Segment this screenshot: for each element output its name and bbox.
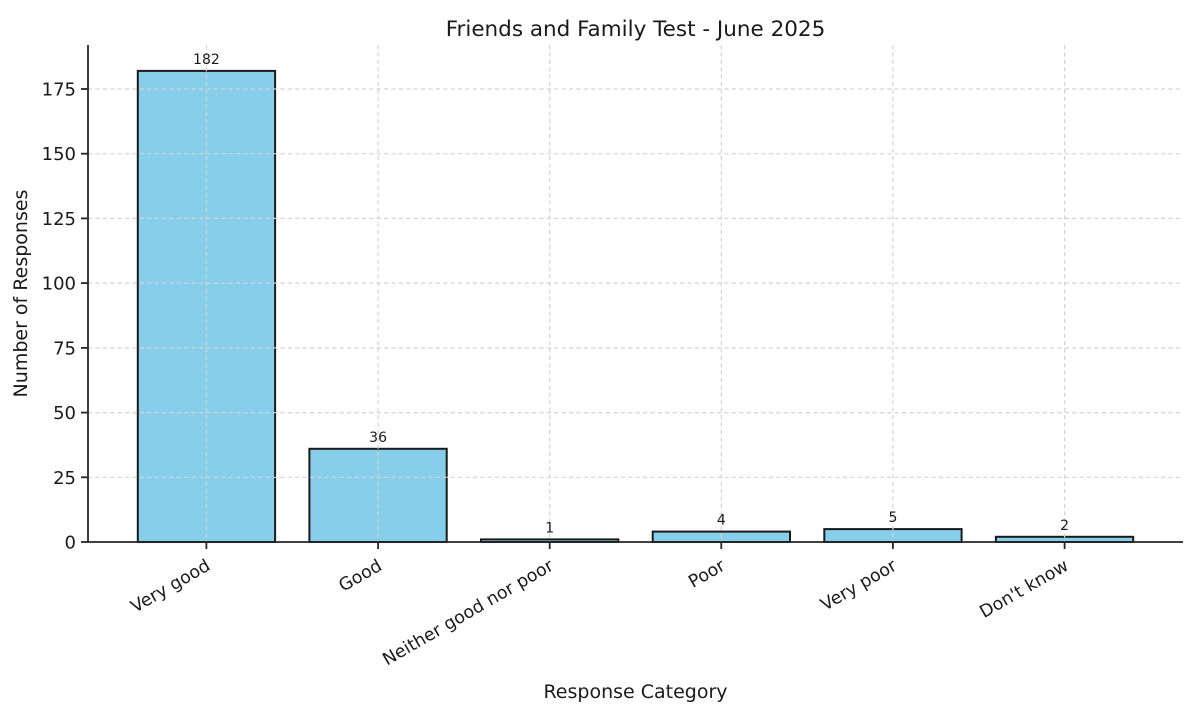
y-tick-label: 0 bbox=[65, 533, 76, 554]
x-tick-label-good: Good bbox=[336, 556, 386, 596]
bar-value-label: 4 bbox=[717, 513, 726, 529]
chart-title: Friends and Family Test - June 2025 bbox=[446, 17, 826, 42]
bar-value-label: 2 bbox=[1060, 518, 1069, 534]
x-tick-label-poor: Poor bbox=[685, 556, 729, 593]
x-axis-title: Response Category bbox=[543, 681, 727, 703]
x-tick-label-very-poor: Very poor bbox=[817, 556, 901, 616]
bar-value-label: 36 bbox=[369, 430, 387, 446]
bar-value-label: 5 bbox=[888, 510, 897, 526]
y-tick-label: 75 bbox=[53, 338, 76, 359]
x-tick-label-neither-good-nor-poor: Neither good nor poor bbox=[379, 556, 557, 671]
y-tick-label: 175 bbox=[42, 80, 76, 101]
y-tick-label: 150 bbox=[42, 144, 76, 165]
bar-value-label: 182 bbox=[193, 52, 220, 68]
y-tick-label: 125 bbox=[42, 209, 76, 230]
y-tick-label: 25 bbox=[53, 468, 76, 489]
y-axis-title: Number of Responses bbox=[10, 190, 32, 398]
x-tick-label-very-good: Very good bbox=[128, 556, 214, 617]
y-tick-label: 100 bbox=[42, 274, 76, 295]
y-tick-label: 50 bbox=[53, 403, 76, 424]
x-tick-label-don-t-know: Don't know bbox=[977, 556, 1073, 623]
bar-value-label: 1 bbox=[545, 520, 554, 536]
